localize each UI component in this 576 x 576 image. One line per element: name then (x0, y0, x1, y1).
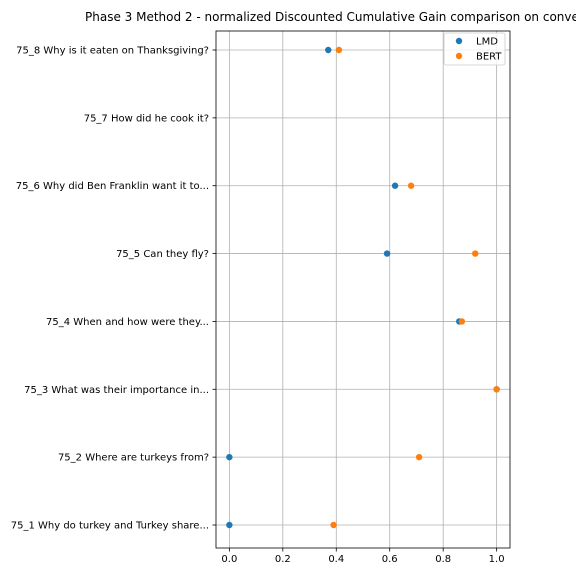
data-point-bert (335, 46, 343, 54)
data-point-bert (407, 182, 415, 189)
legend-marker (455, 52, 463, 60)
data-point-bert (458, 318, 466, 325)
legend-label: BERT (476, 52, 502, 63)
legend-label: LMD (476, 37, 498, 48)
data-point-bert (415, 453, 423, 461)
legend: LMD BERT (443, 32, 506, 66)
x-tick-label: 0.6 (382, 554, 398, 565)
legend-marker (455, 37, 463, 45)
data-points (226, 46, 500, 529)
data-point-lmd (226, 521, 233, 529)
y-axis: 75_1 Why do turkey and Turkey share... 75… (11, 46, 216, 532)
data-point-bert (330, 521, 337, 529)
data-point-lmd (325, 46, 332, 54)
y-tick-label: 75_4 When and how were they... (46, 317, 209, 328)
y-tick-label: 75_2 Where are turkeys from? (58, 453, 209, 464)
data-point-bert (472, 250, 479, 257)
data-point-lmd (383, 250, 391, 257)
x-tick-label: 0.4 (328, 554, 344, 565)
grid (216, 31, 510, 548)
x-tick-label: 1.0 (489, 554, 505, 565)
x-tick-label: 0.8 (435, 554, 451, 565)
y-tick-label: 75_1 Why do turkey and Turkey share... (11, 521, 209, 532)
x-axis: 0.0 0.2 0.4 0.6 0.8 1.0 (221, 548, 505, 565)
y-tick-label: 75_3 What was their importance in... (24, 385, 209, 396)
data-point-bert (493, 386, 500, 393)
data-point-lmd (391, 182, 399, 189)
y-tick-label: 75_8 Why is it eaten on Thanksgiving? (16, 46, 209, 57)
x-tick-label: 0.2 (275, 554, 291, 565)
chart-title: Phase 3 Method 2 - normalized Discounted… (85, 10, 576, 24)
axes-frame (215, 30, 511, 549)
y-tick-label: 75_7 How did he cook it? (84, 113, 209, 124)
y-tick-label: 75_5 Can they fly? (116, 249, 209, 260)
x-tick-label: 0.0 (221, 554, 237, 565)
y-tick-label: 75_6 Why did Ben Franklin want it to... (16, 181, 209, 192)
data-point-lmd (226, 453, 233, 461)
